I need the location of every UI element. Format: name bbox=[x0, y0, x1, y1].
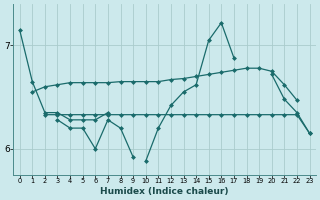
X-axis label: Humidex (Indice chaleur): Humidex (Indice chaleur) bbox=[100, 187, 229, 196]
